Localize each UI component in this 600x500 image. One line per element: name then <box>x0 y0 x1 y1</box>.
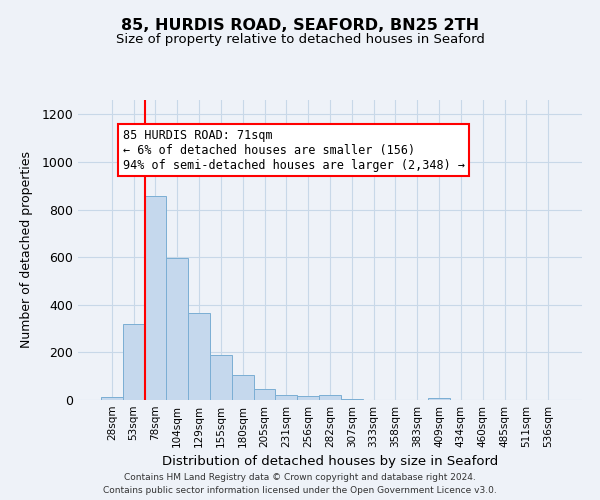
Bar <box>254 389 275 400</box>
Text: Size of property relative to detached houses in Seaford: Size of property relative to detached ho… <box>116 32 484 46</box>
Text: Contains HM Land Registry data © Crown copyright and database right 2024.: Contains HM Land Registry data © Crown c… <box>124 474 476 482</box>
Bar <box>319 395 341 400</box>
X-axis label: Distribution of detached houses by size in Seaford: Distribution of detached houses by size … <box>162 456 498 468</box>
Bar <box>188 313 210 400</box>
Bar <box>166 258 188 400</box>
Bar <box>145 196 166 400</box>
Bar <box>297 396 319 400</box>
Bar <box>210 355 232 400</box>
Bar <box>341 399 363 400</box>
Bar <box>232 376 254 400</box>
Text: 85, HURDIS ROAD, SEAFORD, BN25 2TH: 85, HURDIS ROAD, SEAFORD, BN25 2TH <box>121 18 479 32</box>
Bar <box>275 395 297 400</box>
Text: Contains public sector information licensed under the Open Government Licence v3: Contains public sector information licen… <box>103 486 497 495</box>
Bar <box>123 324 145 400</box>
Bar <box>101 397 123 400</box>
Bar <box>428 398 450 400</box>
Text: 85 HURDIS ROAD: 71sqm
← 6% of detached houses are smaller (156)
94% of semi-deta: 85 HURDIS ROAD: 71sqm ← 6% of detached h… <box>123 128 465 172</box>
Y-axis label: Number of detached properties: Number of detached properties <box>20 152 33 348</box>
